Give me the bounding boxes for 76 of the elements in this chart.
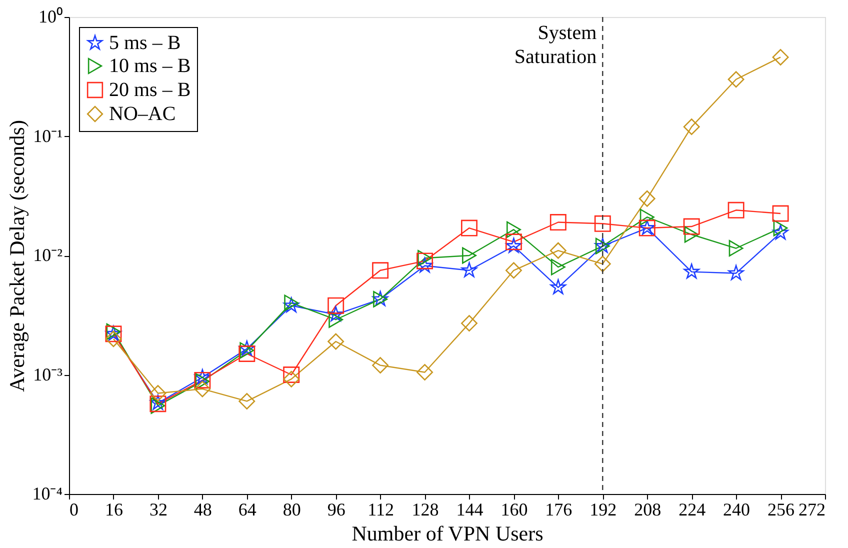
x-tick-label: 0 bbox=[70, 500, 78, 520]
x-tick-label: 128 bbox=[412, 500, 439, 520]
point bbox=[239, 340, 255, 356]
y-tick-label: 10⁰ bbox=[38, 6, 62, 26]
point bbox=[550, 214, 566, 230]
point bbox=[240, 342, 254, 359]
point bbox=[328, 297, 344, 314]
x-tick-label: 240 bbox=[723, 500, 750, 520]
point bbox=[683, 118, 700, 136]
point bbox=[461, 262, 478, 278]
point bbox=[506, 221, 521, 238]
y-axis-title: Average Packet Delay (seconds) bbox=[5, 120, 30, 392]
x-tick-label: 16 bbox=[104, 500, 123, 520]
legend-label: 5 ms – B bbox=[109, 32, 181, 54]
point bbox=[506, 238, 522, 253]
point bbox=[772, 224, 788, 240]
point bbox=[461, 220, 478, 236]
y-tick-label: 10⁻¹ bbox=[33, 126, 62, 146]
x-tick-label: 208 bbox=[634, 500, 662, 520]
point bbox=[550, 279, 566, 294]
point bbox=[728, 202, 744, 218]
point bbox=[462, 247, 476, 264]
point bbox=[416, 364, 433, 380]
point bbox=[194, 369, 210, 384]
point bbox=[418, 250, 432, 266]
point bbox=[505, 234, 522, 250]
point bbox=[594, 256, 611, 272]
point bbox=[150, 384, 166, 402]
point bbox=[328, 311, 344, 328]
point bbox=[194, 380, 211, 398]
x-tick-label: 96 bbox=[327, 500, 346, 520]
point bbox=[372, 357, 389, 374]
point bbox=[728, 265, 744, 280]
x-tick-label: 144 bbox=[456, 500, 484, 520]
point bbox=[283, 366, 300, 383]
point bbox=[594, 215, 611, 232]
legend-label: NO–AC bbox=[109, 103, 176, 125]
point bbox=[505, 262, 522, 279]
point bbox=[328, 306, 344, 322]
point bbox=[238, 346, 256, 362]
point bbox=[772, 48, 789, 66]
y-tick-label: 10⁻³ bbox=[33, 364, 64, 384]
y-tick-label: 10⁻⁴ bbox=[32, 484, 62, 504]
x-tick-label: 80 bbox=[282, 500, 301, 520]
x-tick-label: 224 bbox=[678, 500, 706, 520]
x-tick-label: 192 bbox=[590, 500, 617, 520]
legend-label: 20 ms – B bbox=[109, 79, 191, 101]
point bbox=[773, 220, 788, 236]
point bbox=[550, 258, 566, 276]
x-tick-label: 64 bbox=[238, 500, 256, 520]
point bbox=[728, 240, 744, 256]
point bbox=[416, 258, 433, 273]
y-tick-label: 10⁻² bbox=[33, 245, 62, 265]
x-tick-label: 272 bbox=[798, 500, 826, 520]
point bbox=[372, 262, 389, 279]
point bbox=[283, 370, 300, 388]
legend-label: 10 ms – B bbox=[109, 55, 191, 77]
point bbox=[684, 264, 700, 279]
x-axis-title: Number of VPN Users bbox=[352, 522, 544, 546]
x-tick-label: 160 bbox=[500, 500, 528, 520]
x-tick-label: 176 bbox=[545, 500, 572, 520]
point bbox=[238, 392, 256, 410]
x-tick-label: 32 bbox=[149, 500, 168, 520]
x-tick-label: 112 bbox=[368, 500, 394, 520]
point bbox=[328, 333, 344, 350]
ref-line-label: System Saturation bbox=[514, 22, 598, 68]
point bbox=[461, 315, 478, 332]
x-tick-label: 256 bbox=[768, 500, 795, 520]
x-tick-label: 48 bbox=[194, 500, 212, 520]
point bbox=[684, 226, 699, 243]
point bbox=[638, 190, 656, 207]
point bbox=[683, 218, 700, 235]
point bbox=[728, 71, 744, 88]
point bbox=[550, 242, 566, 259]
point bbox=[416, 252, 433, 270]
point bbox=[772, 205, 789, 222]
